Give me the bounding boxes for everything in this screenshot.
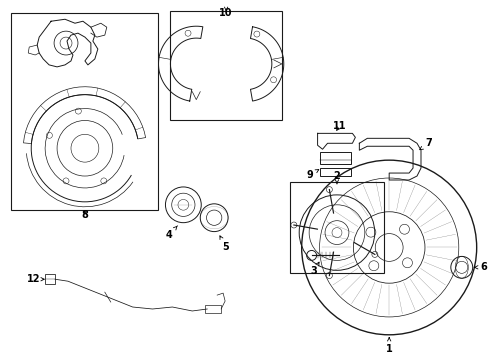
Text: 9: 9 [306,170,319,180]
Text: 5: 5 [220,236,229,252]
Text: 1: 1 [386,338,392,354]
Bar [319,152,351,164]
Text: 8: 8 [81,210,88,220]
Text: 6: 6 [474,262,487,272]
Text: 2: 2 [334,171,341,184]
Text: 10: 10 [220,8,233,18]
Bar [171,11,282,121]
Bar [11,13,158,210]
Text: 11: 11 [333,121,346,131]
Text: 7: 7 [420,138,432,150]
Text: 12: 12 [26,274,44,284]
Bar [205,305,221,313]
Bar [45,274,55,284]
Text: 3: 3 [310,262,319,276]
Bar [290,182,384,273]
Text: 4: 4 [166,226,177,239]
Bar [319,168,351,176]
